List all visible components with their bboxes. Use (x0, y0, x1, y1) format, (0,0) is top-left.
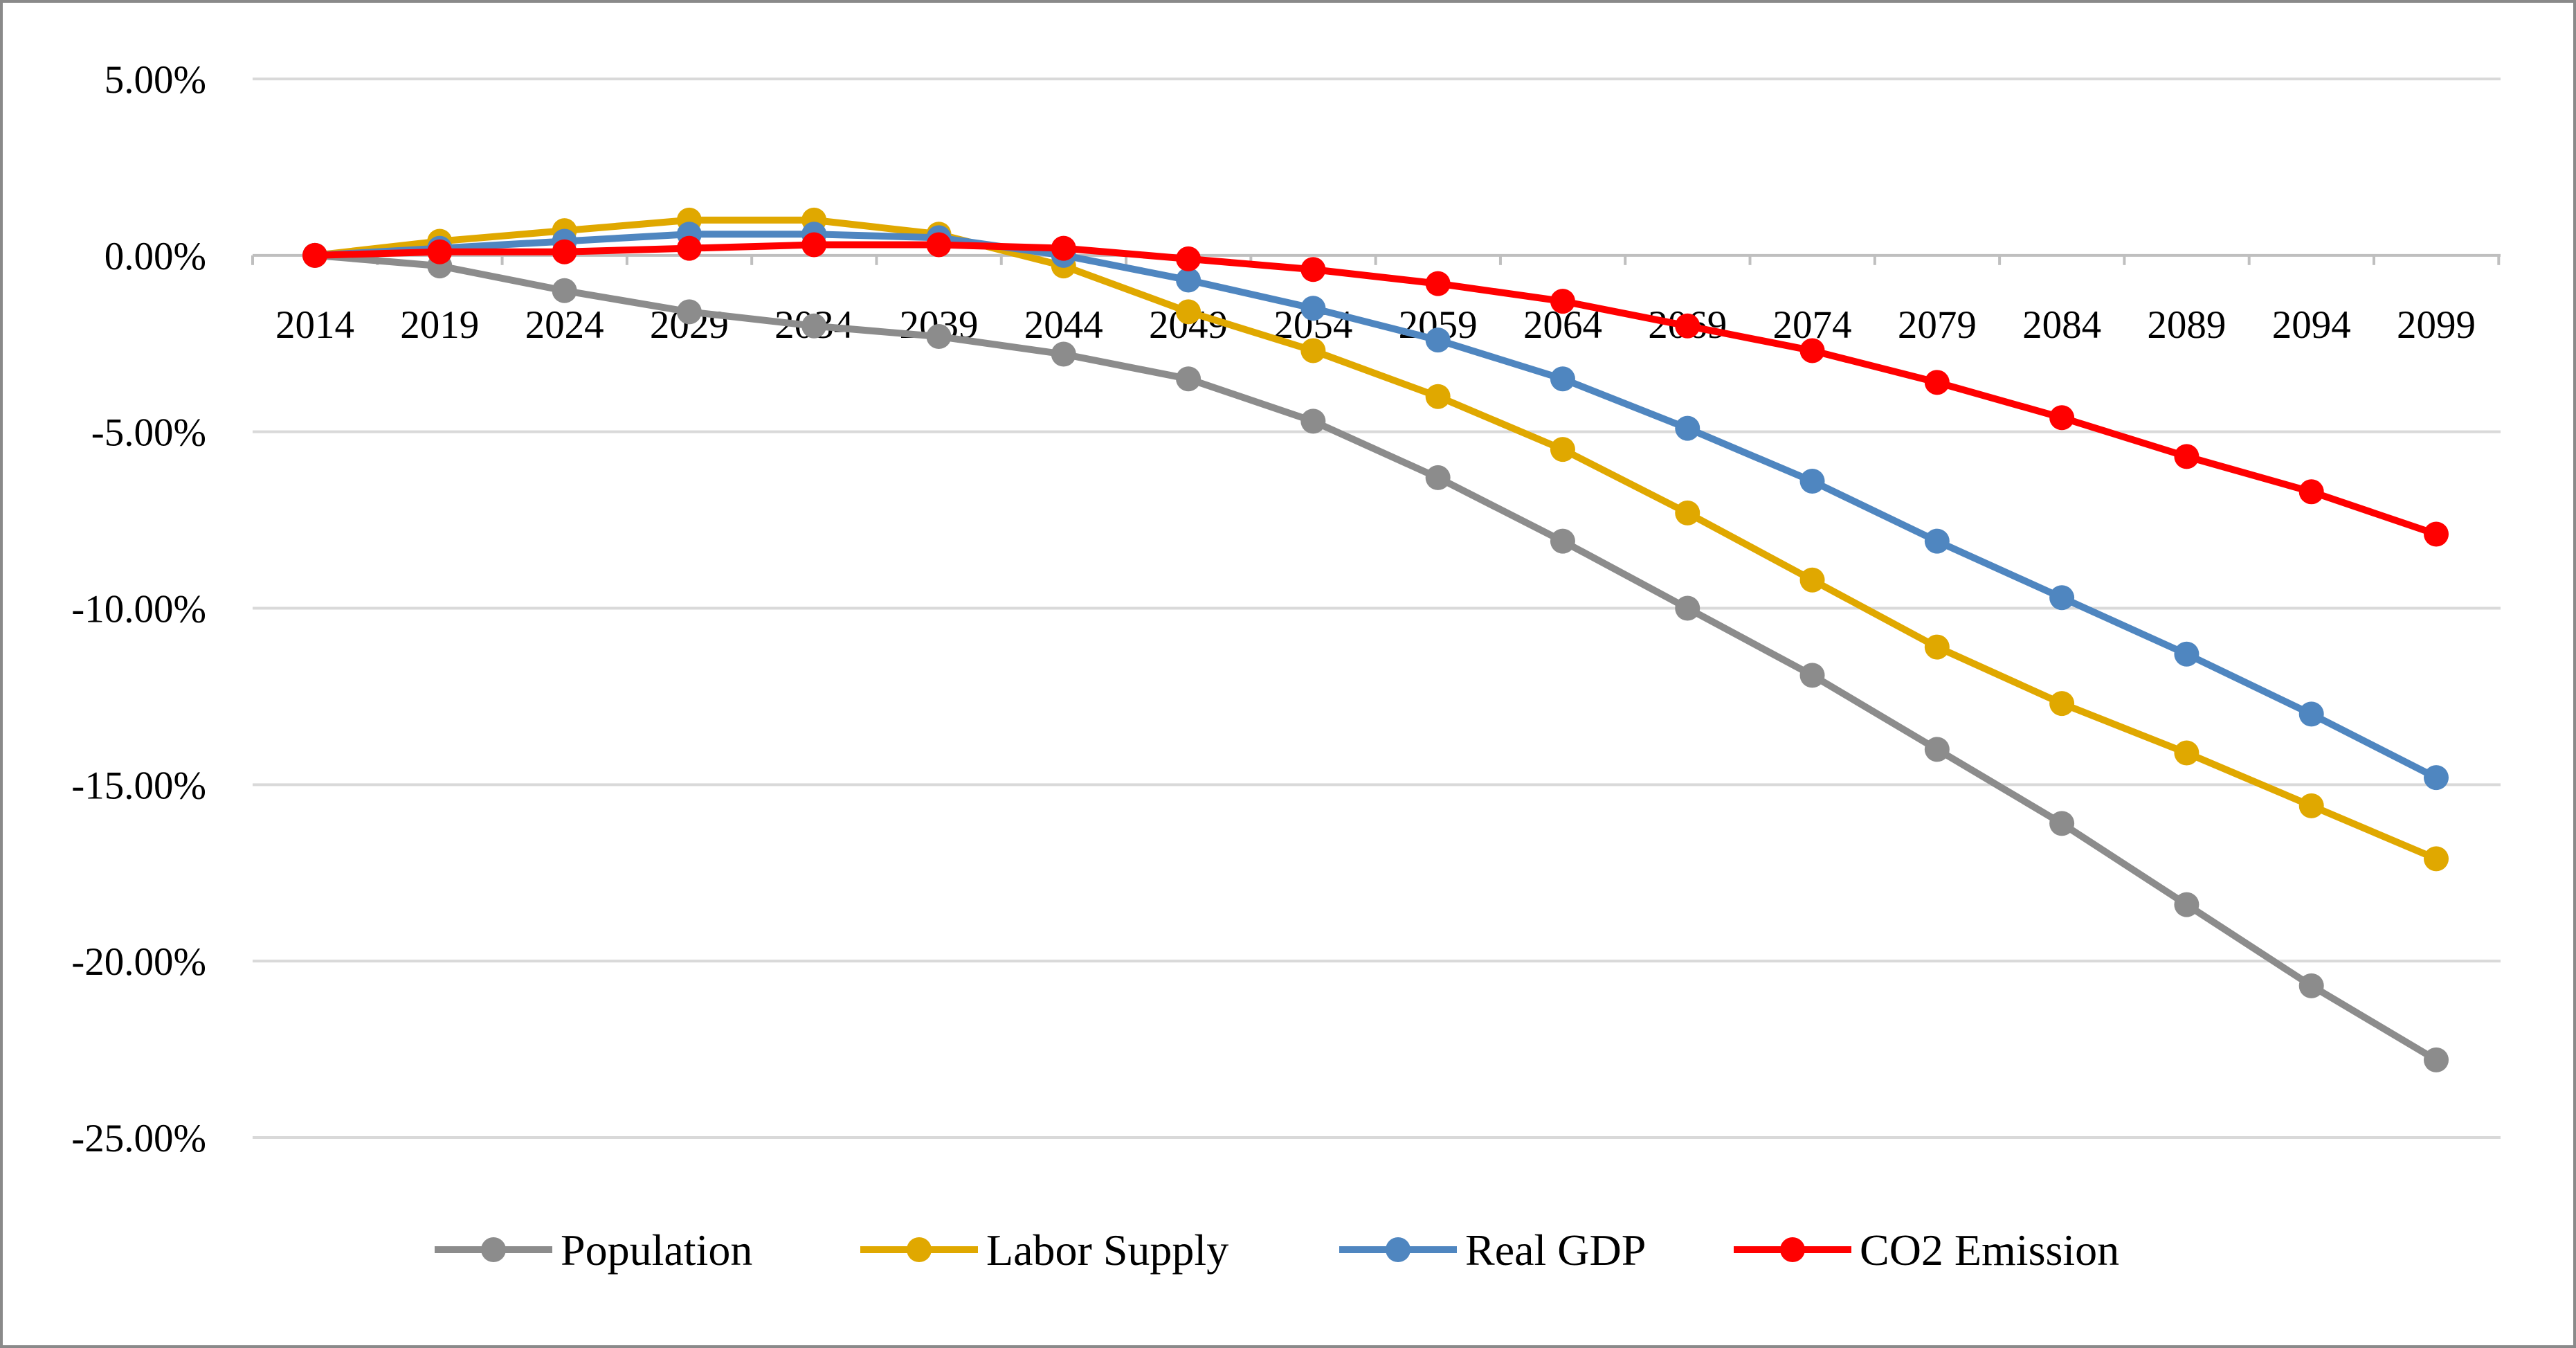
data-point-labor-supply (1924, 634, 1950, 660)
y-tick-label: -5.00% (91, 411, 206, 455)
data-point-population (676, 299, 702, 325)
data-point-real-gdp (1924, 528, 1950, 554)
y-tick-label: 5.00% (105, 58, 206, 102)
data-point-co2-emission (427, 239, 453, 264)
data-point-population (801, 313, 827, 339)
data-point-population (1675, 595, 1700, 621)
data-point-real-gdp (1675, 415, 1700, 441)
data-point-labor-supply (1675, 500, 1700, 525)
legend-marker-real-gdp (1386, 1237, 1411, 1262)
series-line-real-gdp (311, 231, 2440, 782)
series-line-co2-emission (311, 241, 2440, 538)
data-point-population (1051, 341, 1076, 367)
data-point-population (1176, 366, 1201, 392)
series-layer (302, 207, 2449, 1072)
data-point-population (1924, 737, 1950, 762)
x-tick-label: 2024 (525, 303, 604, 347)
x-tick-label: 2089 (2147, 303, 2226, 347)
legend-marker-population (481, 1237, 506, 1262)
x-tick-label: 2084 (2022, 303, 2101, 347)
data-point-co2-emission (1300, 257, 1326, 282)
data-point-co2-emission (676, 235, 702, 261)
data-point-population (2298, 973, 2324, 998)
legend-label-population: Population (561, 1225, 752, 1275)
data-point-labor-supply (2049, 691, 2075, 717)
x-tick-label: 2014 (275, 303, 354, 347)
y-tick-label: -25.00% (71, 1117, 206, 1160)
data-point-population (2049, 811, 2075, 836)
data-point-co2-emission (1550, 289, 1575, 314)
y-tick-label: -20.00% (71, 940, 206, 984)
legend-marker-labor-supply (907, 1237, 932, 1262)
data-point-labor-supply (2424, 846, 2449, 872)
data-point-real-gdp (1799, 469, 1825, 494)
data-point-population (926, 324, 952, 350)
data-point-co2-emission (2298, 479, 2324, 505)
data-point-real-gdp (1425, 327, 1451, 353)
data-point-population (2424, 1047, 2449, 1072)
x-tick-label: 2044 (1024, 303, 1103, 347)
gridlines (253, 78, 2501, 1139)
data-point-co2-emission (552, 239, 577, 264)
data-point-co2-emission (1051, 235, 1076, 261)
legend-item-co2-emission: CO2 Emission (1734, 1225, 2119, 1275)
data-point-real-gdp (2424, 765, 2449, 791)
series-co2-emission (302, 232, 2449, 547)
data-point-population (1300, 408, 1326, 434)
data-point-population (2174, 892, 2199, 917)
data-point-co2-emission (2424, 521, 2449, 547)
data-point-co2-emission (1799, 338, 1825, 363)
data-point-population (552, 278, 577, 303)
data-point-co2-emission (1176, 246, 1201, 271)
data-point-co2-emission (1675, 313, 1700, 339)
data-point-labor-supply (2174, 740, 2199, 766)
data-point-population (1425, 465, 1451, 490)
x-axis (251, 253, 2501, 265)
x-tick-label: 2019 (400, 303, 479, 347)
x-tick-labels: 2014201920242029203420392044204920542059… (275, 303, 2476, 347)
data-point-population (1799, 663, 1825, 688)
data-point-labor-supply (2298, 793, 2324, 818)
data-point-co2-emission (1425, 271, 1451, 296)
data-point-co2-emission (801, 232, 827, 258)
legend-marker-co2-emission (1780, 1237, 1805, 1262)
legend-item-population: Population (435, 1225, 752, 1275)
data-point-co2-emission (2174, 444, 2199, 469)
data-point-real-gdp (2298, 701, 2324, 727)
data-point-real-gdp (1300, 296, 1326, 321)
y-tick-label: -15.00% (71, 764, 206, 807)
y-tick-labels: 5.00% 0.00% -5.00% -10.00% -15.00% -20.00% -25… (71, 58, 206, 1160)
series-line-labor-supply (311, 216, 2440, 863)
legend-label-real-gdp: Real GDP (1465, 1225, 1646, 1275)
legend-item-labor-supply: Labor Supply (860, 1225, 1228, 1275)
data-point-real-gdp (1550, 366, 1575, 392)
series-line-population (311, 251, 2440, 1063)
data-point-co2-emission (302, 242, 327, 268)
data-point-real-gdp (2049, 585, 2075, 611)
data-point-labor-supply (1425, 384, 1451, 409)
y-tick-label: 0.00% (105, 235, 206, 278)
data-point-real-gdp (1176, 267, 1201, 293)
x-tick-label: 2094 (2272, 303, 2351, 347)
legend-label-co2-emission: CO2 Emission (1860, 1225, 2119, 1275)
data-point-co2-emission (2049, 405, 2075, 431)
legend: Population Labor Supply Real GDP CO2 Emissi… (435, 1225, 2119, 1275)
legend-item-real-gdp: Real GDP (1339, 1225, 1646, 1275)
data-point-labor-supply (1550, 437, 1575, 462)
data-point-labor-supply (1176, 299, 1201, 325)
x-tick-label: 2099 (2397, 303, 2476, 347)
data-point-real-gdp (2174, 641, 2199, 667)
x-tick-label: 2079 (1898, 303, 1977, 347)
data-point-population (1550, 528, 1575, 554)
data-point-labor-supply (1300, 338, 1326, 363)
data-point-co2-emission (926, 232, 952, 258)
legend-label-labor-supply: Labor Supply (986, 1225, 1228, 1275)
data-point-labor-supply (1799, 567, 1825, 593)
y-tick-label: -10.00% (71, 588, 206, 631)
data-point-co2-emission (1924, 370, 1950, 395)
